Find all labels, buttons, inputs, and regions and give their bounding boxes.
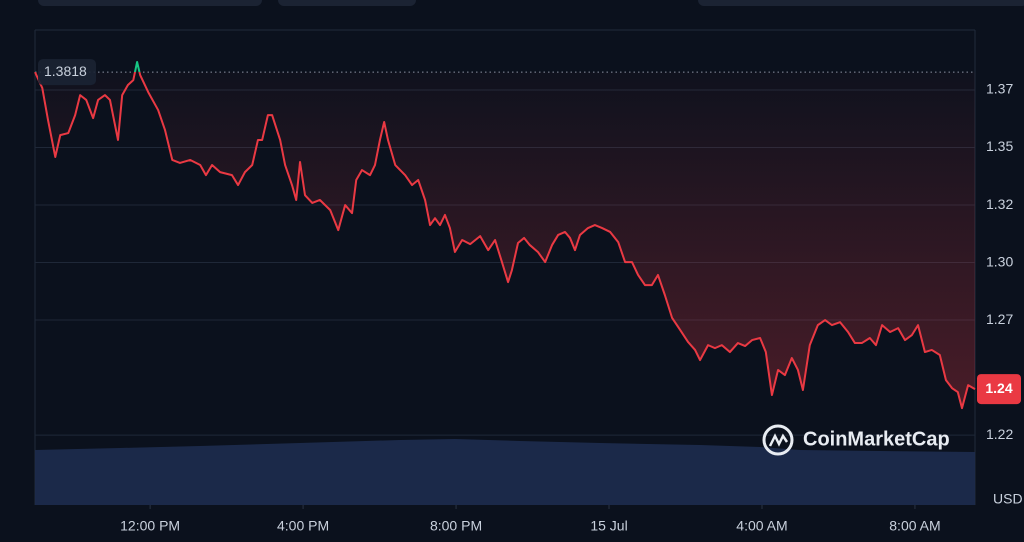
area-layer (35, 72, 975, 409)
x-tick-label: 15 Jul (590, 518, 627, 534)
toolbar-pill[interactable] (278, 0, 416, 6)
price-line (34, 60, 976, 410)
watermark-logo (762, 424, 794, 456)
y-tick-label: 1.32 (986, 196, 1013, 212)
watermark: CoinMarketCap (803, 428, 950, 450)
y-tick-label: 1.35 (986, 138, 1013, 154)
price-area (35, 72, 975, 409)
baseline-label-bg (38, 59, 96, 86)
y-tick-label: 1.37 (986, 81, 1013, 97)
y-tick-label: 1.22 (986, 426, 1013, 442)
y-tick-label: 1.30 (986, 253, 1013, 269)
y-unit: USD (993, 491, 1023, 507)
line-layer (34, 60, 976, 410)
x-tick-label: 8:00 PM (430, 518, 482, 534)
y-tick-label: 1.27 (986, 311, 1013, 327)
x-tick-label: 4:00 PM (277, 518, 329, 534)
baseline-label: 1.3818 (44, 63, 87, 79)
toolbar-pill[interactable] (698, 0, 1024, 6)
x-tick-label: 8:00 AM (889, 518, 940, 534)
x-tick-label: 12:00 PM (120, 518, 180, 534)
price-tag-label: 1.24 (985, 380, 1012, 396)
price-tag (977, 374, 1021, 405)
volume-band (35, 439, 975, 505)
toolbar-pill[interactable] (38, 0, 262, 6)
x-tick-label: 4:00 AM (736, 518, 787, 534)
